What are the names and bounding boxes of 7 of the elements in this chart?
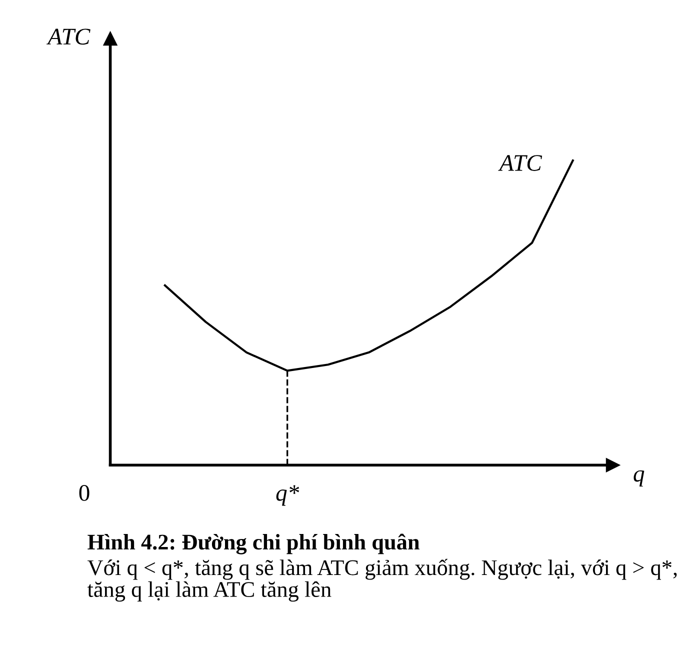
x-axis-title: q	[634, 470, 644, 487]
text: Hình 4.2: Đường chi phí bình quân	[88, 534, 420, 554]
series-label: ATC	[498, 155, 542, 171]
text: Với q < q*, tăng q sẽ làm ATC giảm xuống. Ngược lại, với q > q*, tăng q lại làm ATC tăng lên	[87, 558, 677, 602]
text: 0	[79, 484, 90, 501]
text: q*	[276, 485, 300, 506]
y-axis-title: ATC	[46, 28, 90, 45]
